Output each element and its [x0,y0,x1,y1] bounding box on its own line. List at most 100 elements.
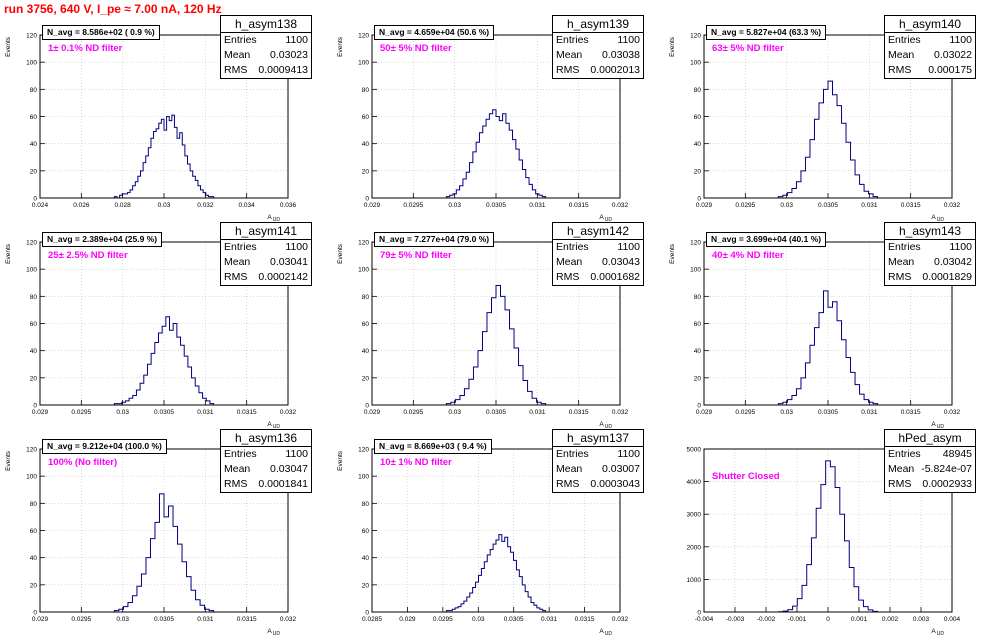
histogram-bin [478,575,481,612]
stat-entries-value: 48945 [943,447,972,462]
stat-mean-label: Mean [224,462,250,477]
histogram-bin [456,190,459,198]
histogram-bin [532,398,537,405]
histogram-bin [508,547,511,612]
histogram-bin [473,588,476,612]
n-avg-box: N_avg = 7.277e+04 (79.0 %) [374,232,494,247]
histogram-bin [516,149,519,198]
histogram-bin [522,585,525,612]
histogram-bin [460,186,463,198]
stat-mean-label: Mean [224,48,250,63]
y-tick-label: 60 [362,528,370,535]
histogram-bin [476,142,479,198]
histogram-bin [151,138,154,198]
x-tick-label: 0.0315 [237,409,257,416]
y-tick-label: 0 [33,403,37,410]
histogram-bin [793,606,798,612]
histogram-bin [164,517,169,612]
histogram-bin [505,310,510,405]
stat-rms-label: RMS [888,477,911,492]
x-tick-label: 0.0315 [901,202,921,209]
histogram-bin [193,176,196,198]
stat-entries-label: Entries [224,447,257,462]
histogram-bin [840,514,845,612]
histogram-bin [787,400,792,405]
histogram-bin [499,121,502,198]
histogram-bin [155,343,159,405]
y-tick-label: 120 [690,240,701,247]
stat-rms-value: 0.0009413 [258,63,308,78]
y-tick-label: 0 [365,610,369,617]
histogram-title: h_asym137 [553,430,643,447]
x-tick-label: 0.0315 [569,409,589,416]
stat-entries-label: Entries [224,240,257,255]
filter-annotation: 63± 5% ND filter [712,43,784,54]
histogram-bin [845,541,850,612]
histogram-bin [503,114,506,198]
histogram-bin [187,577,192,612]
histogram-bin [137,586,142,612]
x-tick-label: 0.0305 [486,409,506,416]
stat-entries: Entries 1100 [221,447,311,462]
histogram-bin [167,117,170,199]
histogram-bin [811,538,816,612]
x-tick-label: 0.036 [280,202,297,209]
histogram-bin [505,537,508,612]
y-tick-label: 20 [30,582,38,589]
histogram-bin [792,395,797,405]
y-tick-label: 120 [690,33,701,40]
histogram-bin [814,119,819,198]
histogram-bin [146,558,151,612]
stat-entries-value: 1100 [285,447,308,462]
stat-rms-label: RMS [888,63,911,78]
histogram-bin [464,601,467,612]
histogram-bin [496,285,501,405]
x-tick-label: 0.0295 [735,409,755,416]
y-tick-label: 1000 [687,577,702,584]
histogram-bin [170,330,174,405]
stat-mean-label: Mean [888,48,914,63]
histogram-bin [526,178,529,198]
histogram-bin [828,307,833,405]
histogram-bin [164,130,167,198]
histogram-bin [181,345,185,405]
histogram-bin [796,182,801,198]
histogram-bin [136,390,140,405]
n-avg-box: N_avg = 5.827e+04 (63.3 %) [706,25,826,40]
histogram-bin [805,363,810,405]
histogram-bin [787,193,792,198]
histogram-bin [146,156,149,198]
x-tick-label: 0.0305 [818,202,838,209]
histogram-bin [150,539,155,612]
x-tick-label: 0.031 [197,409,214,416]
histogram-bin [128,602,133,612]
y-tick-label: 40 [362,141,370,148]
y-tick-label: 60 [362,321,370,328]
histogram-bin [491,298,496,405]
y-axis-label: Events [669,243,676,264]
histogram-bin [842,123,847,198]
y-tick-label: 3000 [687,512,702,519]
y-tick-label: 100 [358,267,369,274]
x-tick-label: 0.024 [32,202,49,209]
histogram-bin [519,366,524,405]
stat-rms-value: 0.0002013 [590,63,640,78]
histogram-bin [846,142,851,198]
histogram-bin [133,395,137,405]
y-tick-label: 20 [362,375,370,382]
y-tick-label: 100 [358,474,369,481]
stat-mean: Mean-5.824e-07 [885,462,975,477]
x-axis-label: AUD [599,628,612,636]
stat-entries-value: 1100 [617,447,640,462]
histogram-bin [123,607,128,612]
